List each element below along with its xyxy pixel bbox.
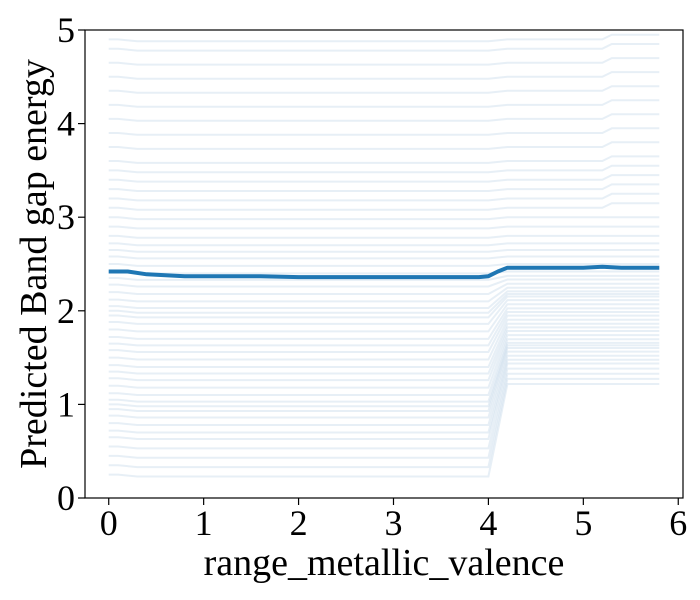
ice-curve <box>108 322 660 368</box>
ice-curve <box>108 155 660 164</box>
ice-curve <box>108 311 660 347</box>
ice-curve <box>108 377 660 469</box>
plot-frame <box>84 29 684 499</box>
x-tick-label: 1 <box>195 503 213 543</box>
x-tick-label: 4 <box>479 503 497 543</box>
ice-curve <box>108 362 660 440</box>
ice-curve <box>108 249 660 253</box>
ice-curve <box>108 318 660 361</box>
ice-curve <box>108 303 660 333</box>
ice-curve <box>108 372 660 459</box>
y-tick-label: 5 <box>57 10 75 50</box>
ice-curve <box>108 43 660 52</box>
x-tick-label: 3 <box>384 503 402 543</box>
ice-curve <box>108 99 660 108</box>
x-tick-label: 5 <box>574 503 592 543</box>
ice-curve <box>108 141 660 150</box>
y-tick-label: 2 <box>57 291 75 331</box>
ice-curve <box>108 278 660 288</box>
average-curve <box>108 264 660 280</box>
ice-curve <box>108 347 660 412</box>
ice-curve <box>108 344 660 408</box>
ice-curve <box>108 174 660 183</box>
ice-curves <box>108 33 660 478</box>
ice-curve <box>108 350 660 419</box>
ice-curve <box>108 234 660 239</box>
ice-curve <box>108 274 660 281</box>
ice-curve <box>108 263 660 267</box>
ice-curve <box>108 307 660 340</box>
ice-curve <box>108 255 660 260</box>
ice-curve <box>108 225 660 230</box>
ice-curve <box>108 202 660 211</box>
ice-curve <box>108 127 660 136</box>
ice-curve <box>108 113 660 122</box>
y-tick-label: 1 <box>57 384 75 424</box>
ice-curve <box>108 71 660 80</box>
x-tick-label: 0 <box>100 503 118 543</box>
ice-curve <box>108 290 660 309</box>
ice-curve <box>108 242 660 247</box>
x-tick-label: 2 <box>290 503 308 543</box>
ice-curve <box>108 330 660 382</box>
y-tick-label: 3 <box>57 197 75 237</box>
ice-curve <box>108 295 660 319</box>
y-tick-label: 4 <box>57 104 75 144</box>
ice-curve <box>108 33 660 43</box>
ice-curve <box>108 164 660 174</box>
ice-curve <box>108 216 660 221</box>
ice-curve <box>108 183 660 192</box>
ice-curve <box>108 354 660 426</box>
ice-curve <box>108 270 660 275</box>
x-axis-title: range_metallic_valence <box>204 542 565 584</box>
x-tick-label: 6 <box>669 503 687 543</box>
ice-curve <box>108 299 660 325</box>
ice-curve <box>108 367 660 450</box>
y-axis-title: Predicted Band gap energy <box>13 59 55 469</box>
ice-curve <box>108 57 660 66</box>
ice-curve <box>108 282 660 295</box>
ice-curve <box>108 383 660 478</box>
y-tick-label: 0 <box>57 478 75 518</box>
ice-curve <box>108 293 660 314</box>
ice-curve <box>108 341 660 403</box>
ice-curve <box>108 338 660 396</box>
ice-curve <box>108 286 660 303</box>
average-line <box>108 264 660 280</box>
ice-curve <box>108 192 660 202</box>
ice-curve <box>108 358 660 434</box>
ice-curve <box>108 326 660 375</box>
ice-curve <box>108 334 660 389</box>
x-axis: 0 1 2 3 4 5 6 <box>100 498 687 543</box>
y-axis: 0 1 2 3 4 5 <box>57 10 85 518</box>
ice-curve <box>108 314 660 353</box>
ice-curve <box>108 85 660 94</box>
